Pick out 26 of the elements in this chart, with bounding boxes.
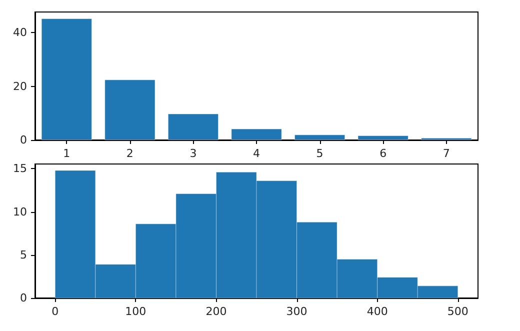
y-tick-label: 0 [20, 292, 27, 304]
y-tick-label: 5 [20, 248, 27, 262]
x-tick-label: 2 [126, 147, 134, 160]
bar [41, 18, 92, 140]
x-tick-label: 4 [253, 147, 260, 160]
bar [104, 80, 156, 140]
bar [168, 114, 219, 140]
x-tick-label: 6 [380, 147, 387, 160]
x-tick-label: 5 [316, 147, 324, 160]
bar [231, 128, 282, 140]
y-tick-label: 0 [20, 134, 27, 146]
y-tick-label: 10 [13, 205, 27, 218]
x-tick-label: 200 [206, 305, 227, 318]
x-tick-label: 3 [190, 147, 197, 160]
bar [294, 134, 346, 140]
y-tick-label: 20 [13, 80, 27, 93]
x-tick-label: 0 [52, 305, 59, 318]
y-tick-label: 40 [13, 26, 27, 40]
x-tick-label: 7 [442, 147, 450, 160]
x-tick-label: 300 [286, 305, 308, 318]
x-tick-label: 100 [125, 305, 146, 318]
x-tick-label: 500 [447, 305, 468, 318]
bar [358, 135, 408, 140]
y-tick-label: 15 [13, 162, 27, 176]
x-tick-label: 1 [63, 147, 70, 160]
x-tick-label: 400 [366, 305, 388, 318]
